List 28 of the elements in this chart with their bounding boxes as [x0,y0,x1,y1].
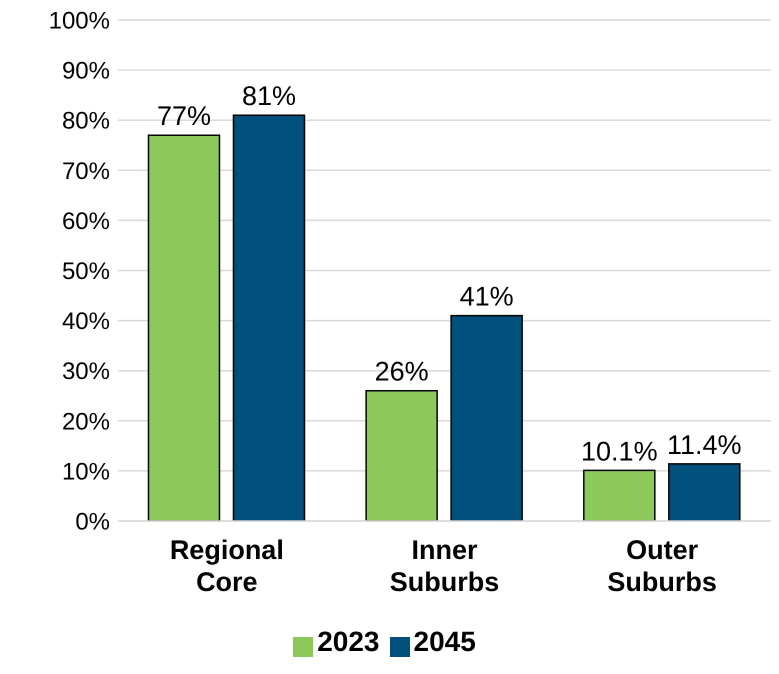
bar [450,314,523,521]
bar [232,114,306,521]
y-tick-label: 100% [48,8,110,35]
y-tick-label: 50% [62,258,110,286]
y-tick-label: 20% [62,408,110,436]
bar [583,470,656,521]
bar [668,463,741,521]
data-label: 11.4% [667,430,742,460]
x-tick-label: Outer Suburbs [607,535,717,597]
data-label: 77% [156,101,211,132]
data-label: 41% [460,282,514,312]
y-tick-label: 80% [62,108,110,135]
bar [148,134,220,521]
data-label: 81% [242,81,296,112]
y-tick-label: 10% [62,458,110,486]
x-tick-label: Regional Core [170,535,284,597]
legend-label: 2023 [317,626,380,657]
x-tick-label: Inner Suburbs [390,535,500,597]
bar [365,390,438,521]
y-tick-label: 70% [62,158,110,185]
y-tick-label: 90% [62,58,110,85]
y-tick-label: 60% [62,208,110,235]
data-label: 26% [374,356,429,387]
legend-label: 2045 [414,626,476,657]
data-label: 10.1% [581,436,658,466]
y-tick-label: 40% [62,308,110,336]
y-tick-label: 0% [75,508,110,536]
y-tick-label: 30% [62,358,110,386]
